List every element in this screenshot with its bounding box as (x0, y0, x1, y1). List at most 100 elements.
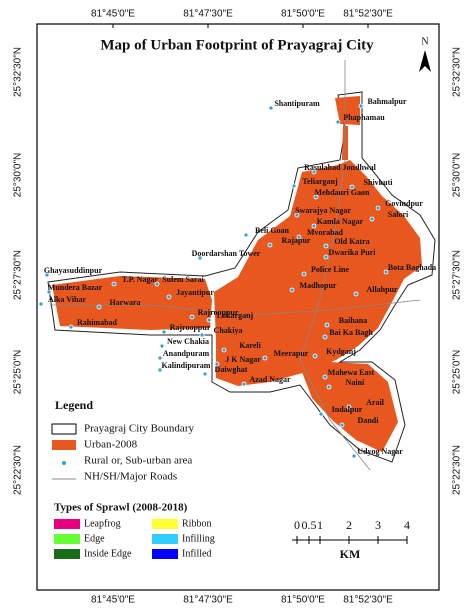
place-label: Kydganj (326, 347, 356, 356)
place-label: Swarajya Nagar (295, 206, 351, 215)
place-label: Baihana (339, 316, 367, 325)
north-arrow: N (419, 36, 431, 72)
place-label: Rajapur (282, 236, 311, 245)
place-label: Anandpuram (163, 349, 210, 358)
place-marker (311, 223, 317, 229)
latitude-label: 25°30'0"N (13, 153, 24, 198)
place-label: Kareli (239, 341, 261, 350)
legend-label: Prayagraj City Boundary (84, 423, 194, 435)
place-marker (313, 194, 319, 200)
place-label: Old Katra (334, 237, 369, 246)
place-label: Allahpur (366, 285, 398, 294)
place-label: Bai Ka Bagh (329, 328, 373, 337)
latitude-label: 25°25'0"N (13, 350, 24, 395)
place-label: Bahmalpur (367, 97, 407, 106)
place-label: Dandi (358, 416, 380, 425)
place-label: Meerapur (274, 349, 309, 358)
sprawl-label: Inside Edge (84, 548, 132, 559)
sprawl-label: Edge (84, 533, 105, 544)
longitude-label: 81°47'30"E (183, 595, 233, 606)
sprawl-label: Infilled (182, 548, 211, 559)
scale-tick-label: 1 (317, 518, 323, 532)
place-label: Mehdauri Gaon (315, 188, 370, 197)
latitude-label: 25°25'0"N (452, 350, 463, 395)
scale-tick-label: 4 (404, 518, 410, 532)
place-label: Udyog Nagar (357, 447, 403, 456)
place-marker (301, 271, 307, 277)
place-marker (289, 287, 295, 293)
place-label: Indalpur (332, 405, 363, 414)
longitude-label: 81°50'0"E (281, 9, 325, 20)
roads (50, 60, 421, 471)
place-marker (157, 355, 163, 361)
place-label: Mahewa East (328, 368, 375, 377)
place-marker (189, 314, 195, 320)
place-marker (154, 281, 160, 287)
latitude-label: 25°22'30"N (452, 445, 463, 495)
latitude-label: 25°32'30"N (13, 47, 24, 97)
sprawl-swatch (54, 519, 80, 529)
scale-unit: KM (340, 547, 361, 561)
sprawl-swatch (152, 534, 178, 544)
place-label: Mvorabad (307, 228, 344, 237)
place-marker (159, 343, 165, 349)
scale-tick-label: 2 (346, 518, 352, 532)
place-marker (323, 254, 329, 260)
place-marker (296, 234, 302, 240)
place-marker (324, 322, 330, 328)
place-label: Rahimabad (77, 318, 118, 327)
legend-urban-swatch (52, 440, 76, 450)
scale-tick-label: 3 (375, 518, 381, 532)
place-marker (369, 216, 375, 222)
boundary (47, 91, 436, 463)
place-marker (202, 371, 208, 377)
legend-boundary-swatch (51, 423, 77, 435)
place-marker (323, 243, 329, 249)
legend-title: Legend (55, 398, 93, 412)
place-label: Rajrooppur (170, 323, 211, 332)
place-label: New Chakia (167, 337, 209, 346)
latitude-label: 25°22'30"N (13, 445, 24, 495)
place-marker (375, 205, 381, 211)
place-marker (221, 347, 227, 353)
place-label: Govindpur (385, 199, 423, 208)
sprawl-swatch (54, 549, 80, 559)
place-label: Kamla Nagar (317, 217, 364, 226)
place-marker (351, 453, 357, 459)
place-marker (46, 289, 52, 295)
place-label: Daiwghat (215, 365, 248, 374)
place-marker (206, 317, 212, 323)
place-marker (166, 294, 172, 300)
place-label: Teliarganj (302, 177, 338, 186)
place-marker (358, 103, 364, 109)
sprawl-title: Types of Sprawl (2008-2018) (54, 502, 188, 514)
place-label: Madhopur (300, 281, 337, 290)
longitude-label: 81°47'30"E (183, 9, 233, 20)
place-marker (111, 281, 117, 287)
legend-label: Rural or, Sub-urban area (84, 455, 192, 467)
place-marker (339, 422, 345, 428)
sprawl-swatch (54, 534, 80, 544)
place-label: Doordarshan Tower (192, 249, 261, 258)
place-marker (268, 105, 274, 111)
latitude-label: 25°27'30"N (452, 250, 463, 300)
sprawl-label: Leapfrog (84, 518, 121, 529)
place-label: Harwara (109, 298, 140, 307)
longitude-label: 81°52'30"E (343, 595, 393, 606)
place-marker (349, 184, 355, 190)
place-label: Jayantipur (176, 288, 214, 297)
place-label: Shivkuti (364, 178, 394, 187)
place-marker (346, 404, 352, 410)
place-marker (335, 119, 341, 125)
place-label: Shantipuram (274, 99, 320, 108)
place-label: Dwarika Puri (329, 248, 377, 257)
longitude-label: 81°45'0"E (91, 9, 135, 20)
place-label: Kalindipuram (162, 361, 211, 370)
place-marker (38, 301, 44, 307)
place-label: T.P. Nagar (122, 275, 159, 284)
scale-tick-label: 0 (294, 518, 300, 532)
place-marker (267, 242, 273, 248)
place-label: Chakiya (214, 326, 243, 335)
place-label: Lokarganj (217, 311, 254, 320)
place-marker (262, 355, 268, 361)
